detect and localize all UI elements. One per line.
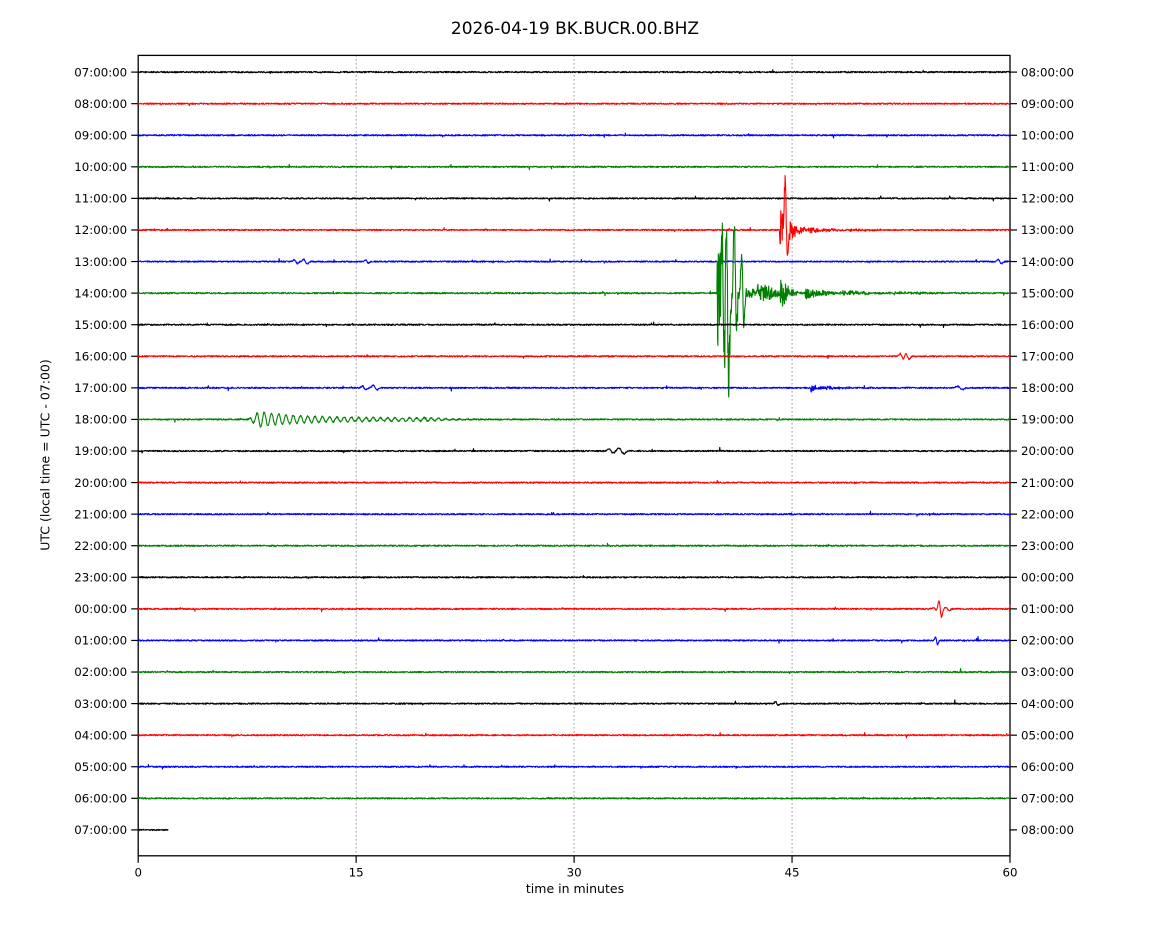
left-time-label: 07:00:00 <box>74 65 127 79</box>
right-time-label: 14:00:00 <box>1021 255 1074 269</box>
trace-11:00:00 <box>137 195 1011 202</box>
right-time-label: 07:00:00 <box>1021 792 1074 806</box>
right-time-label: 12:00:00 <box>1021 192 1074 206</box>
right-time-label: 16:00:00 <box>1021 318 1074 332</box>
trace-05:00:00 <box>137 764 1011 770</box>
right-time-label: 05:00:00 <box>1021 728 1074 742</box>
trace-02:00:00 <box>137 668 1011 675</box>
left-time-label: 22:00:00 <box>74 539 127 553</box>
left-time-label: 18:00:00 <box>74 413 127 427</box>
left-time-label: 13:00:00 <box>74 255 127 269</box>
left-time-label: 15:00:00 <box>74 318 127 332</box>
plot-title: 2026-04-19 BK.BUCR.00.BHZ <box>450 19 700 39</box>
right-time-label: 11:00:00 <box>1021 160 1074 174</box>
x-axis-label: time in minutes <box>525 881 625 896</box>
left-time-label: 10:00:00 <box>74 160 127 174</box>
trace-00:00:00 <box>137 600 1011 619</box>
left-time-label: 20:00:00 <box>74 476 127 490</box>
right-time-label: 06:00:00 <box>1021 760 1074 774</box>
left-time-label: 21:00:00 <box>74 507 127 521</box>
x-tick-label: 30 <box>567 865 582 879</box>
right-time-label: 20:00:00 <box>1021 444 1074 458</box>
trace-01:00:00 <box>137 636 1011 646</box>
right-time-label: 22:00:00 <box>1021 507 1074 521</box>
trace-14:00:00 <box>137 222 1011 398</box>
trace-03:00:00 <box>137 699 1011 707</box>
trace-20:00:00 <box>137 479 1011 485</box>
trace-23:00:00 <box>137 575 1011 580</box>
right-time-label: 02:00:00 <box>1021 634 1074 648</box>
trace-07:00:00 <box>137 828 169 832</box>
left-time-label: 19:00:00 <box>74 444 127 458</box>
trace-06:00:00 <box>137 796 1011 800</box>
x-tick-label: 0 <box>134 865 142 879</box>
trace-19:00:00 <box>137 446 1011 455</box>
trace-08:00:00 <box>137 102 1011 107</box>
trace-21:00:00 <box>137 510 1011 517</box>
left-time-label: 06:00:00 <box>74 792 127 806</box>
right-time-label: 08:00:00 <box>1021 823 1074 837</box>
trace-22:00:00 <box>137 542 1011 548</box>
trace-09:00:00 <box>137 132 1011 139</box>
trace-17:00:00 <box>137 384 1011 393</box>
trace-04:00:00 <box>137 731 1011 739</box>
left-time-label: 07:00:00 <box>74 823 127 837</box>
trace-10:00:00 <box>137 163 1011 171</box>
trace-12:00:00 <box>137 174 1011 256</box>
left-time-label: 16:00:00 <box>74 349 127 363</box>
left-time-label: 05:00:00 <box>74 760 127 774</box>
y-axis-label: UTC (local time = UTC - 07:00) <box>37 359 53 551</box>
right-time-label: 00:00:00 <box>1021 571 1074 585</box>
trace-07:00:00 <box>137 69 1011 74</box>
right-time-label: 21:00:00 <box>1021 476 1074 490</box>
left-time-label: 14:00:00 <box>74 286 127 300</box>
right-time-label: 15:00:00 <box>1021 286 1074 300</box>
x-tick-label: 45 <box>785 865 800 879</box>
right-time-label: 04:00:00 <box>1021 697 1074 711</box>
right-time-label: 03:00:00 <box>1021 665 1074 679</box>
right-time-label: 18:00:00 <box>1021 381 1074 395</box>
right-time-label: 08:00:00 <box>1021 65 1074 79</box>
left-time-label: 03:00:00 <box>74 697 127 711</box>
left-time-label: 01:00:00 <box>74 634 127 648</box>
right-time-label: 01:00:00 <box>1021 602 1074 616</box>
right-time-label: 13:00:00 <box>1021 223 1074 237</box>
trace-16:00:00 <box>137 352 1011 361</box>
trace-13:00:00 <box>137 258 1011 265</box>
trace-15:00:00 <box>137 321 1011 329</box>
x-tick-label: 15 <box>349 865 364 879</box>
right-time-label: 09:00:00 <box>1021 97 1074 111</box>
left-time-label: 00:00:00 <box>74 602 127 616</box>
trace-18:00:00 <box>137 411 1011 428</box>
left-time-label: 04:00:00 <box>74 728 127 742</box>
left-time-label: 08:00:00 <box>74 97 127 111</box>
left-time-label: 12:00:00 <box>74 223 127 237</box>
left-time-label: 23:00:00 <box>74 571 127 585</box>
left-time-label: 02:00:00 <box>74 665 127 679</box>
right-time-label: 10:00:00 <box>1021 128 1074 142</box>
x-tick-label: 60 <box>1002 865 1017 879</box>
right-time-label: 17:00:00 <box>1021 349 1074 363</box>
left-time-label: 09:00:00 <box>74 128 127 142</box>
left-time-label: 17:00:00 <box>74 381 127 395</box>
right-time-label: 19:00:00 <box>1021 413 1074 427</box>
right-time-label: 23:00:00 <box>1021 539 1074 553</box>
left-time-label: 11:00:00 <box>74 192 127 206</box>
